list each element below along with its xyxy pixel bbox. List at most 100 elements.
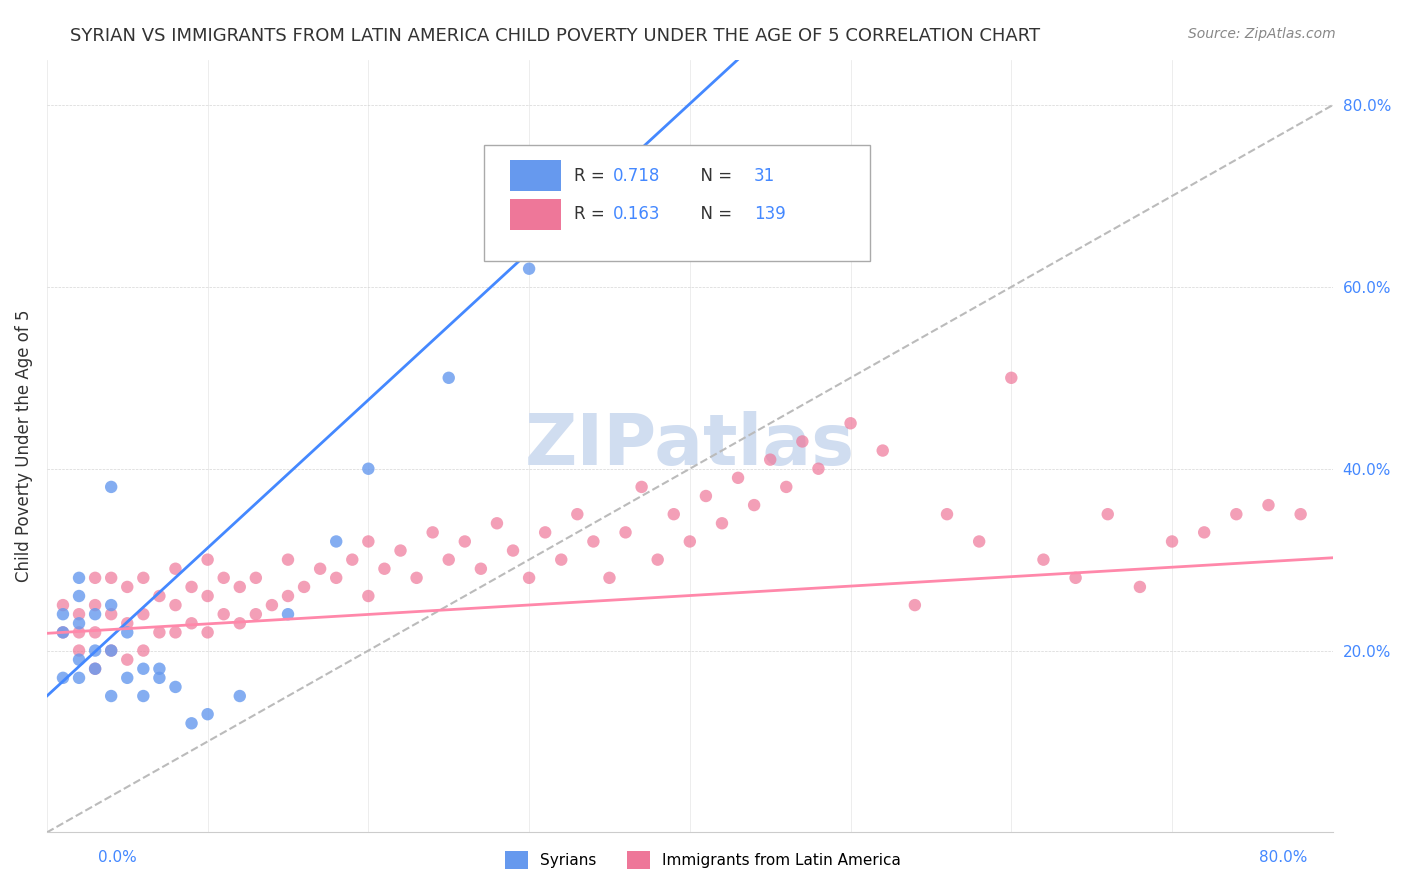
Point — [517, 571, 540, 585]
Text: 80.0%: 80.0% — [1260, 850, 1308, 865]
Point — [229, 689, 252, 703]
Point — [84, 662, 107, 676]
Point — [117, 653, 139, 667]
Text: 0.163: 0.163 — [613, 205, 661, 223]
Point — [67, 616, 90, 631]
Text: 139: 139 — [754, 205, 786, 223]
Point — [100, 480, 122, 494]
Point — [260, 598, 283, 612]
Point — [292, 580, 315, 594]
Point — [598, 180, 620, 194]
Point — [84, 598, 107, 612]
Point — [100, 598, 122, 612]
Point — [582, 534, 605, 549]
Text: N =: N = — [690, 167, 737, 185]
Point — [470, 562, 492, 576]
Point — [197, 625, 219, 640]
Point — [197, 707, 219, 722]
Point — [212, 571, 235, 585]
Point — [84, 625, 107, 640]
Text: 0.0%: 0.0% — [98, 850, 138, 865]
Point — [1097, 507, 1119, 521]
Point — [1192, 525, 1215, 540]
Point — [309, 562, 332, 576]
Point — [357, 534, 380, 549]
Point — [662, 507, 685, 521]
Point — [389, 543, 412, 558]
Text: SYRIAN VS IMMIGRANTS FROM LATIN AMERICA CHILD POVERTY UNDER THE AGE OF 5 CORRELA: SYRIAN VS IMMIGRANTS FROM LATIN AMERICA … — [70, 27, 1040, 45]
Point — [245, 571, 267, 585]
Point — [1257, 498, 1279, 512]
Point — [165, 562, 187, 576]
Point — [180, 716, 202, 731]
Point — [148, 625, 170, 640]
Point — [839, 417, 862, 431]
Point — [759, 452, 782, 467]
Text: ZIPatlas: ZIPatlas — [524, 411, 855, 481]
Point — [277, 552, 299, 566]
Point — [1129, 580, 1152, 594]
Point — [872, 443, 894, 458]
Point — [165, 625, 187, 640]
Point — [132, 571, 155, 585]
Point — [52, 607, 75, 622]
Point — [67, 589, 90, 603]
Point — [357, 461, 380, 475]
Point — [132, 643, 155, 657]
Point — [67, 643, 90, 657]
Point — [1225, 507, 1247, 521]
Text: 0.718: 0.718 — [613, 167, 659, 185]
Y-axis label: Child Poverty Under the Age of 5: Child Poverty Under the Age of 5 — [15, 310, 32, 582]
Point — [117, 616, 139, 631]
Point — [422, 525, 444, 540]
Point — [454, 534, 477, 549]
Point — [100, 689, 122, 703]
Point — [197, 552, 219, 566]
Point — [165, 598, 187, 612]
Point — [325, 534, 347, 549]
Point — [245, 607, 267, 622]
Point — [117, 580, 139, 594]
Point — [212, 607, 235, 622]
Point — [117, 671, 139, 685]
Point — [534, 525, 557, 540]
Point — [148, 589, 170, 603]
Point — [52, 625, 75, 640]
Point — [630, 480, 652, 494]
Point — [84, 607, 107, 622]
Point — [967, 534, 990, 549]
Point — [517, 261, 540, 276]
Point — [437, 371, 460, 385]
Text: N =: N = — [690, 205, 737, 223]
Legend: Syrians, Immigrants from Latin America: Syrians, Immigrants from Latin America — [499, 845, 907, 875]
Point — [695, 489, 717, 503]
Point — [165, 680, 187, 694]
Point — [67, 671, 90, 685]
Point — [229, 616, 252, 631]
Point — [229, 580, 252, 594]
Point — [52, 671, 75, 685]
Point — [180, 616, 202, 631]
Point — [84, 662, 107, 676]
Point — [67, 607, 90, 622]
Text: R =: R = — [574, 167, 610, 185]
Point — [117, 625, 139, 640]
Bar — [510, 160, 561, 191]
Point — [485, 516, 508, 531]
Point — [1032, 552, 1054, 566]
Point — [1064, 571, 1087, 585]
Point — [132, 662, 155, 676]
Point — [52, 598, 75, 612]
Point — [567, 507, 589, 521]
Point — [277, 607, 299, 622]
Point — [1289, 507, 1312, 521]
Point — [502, 543, 524, 558]
Point — [67, 653, 90, 667]
Point — [148, 662, 170, 676]
Point — [132, 607, 155, 622]
Point — [100, 643, 122, 657]
Point — [936, 507, 959, 521]
Point — [727, 471, 749, 485]
Point — [357, 589, 380, 603]
Point — [1000, 371, 1022, 385]
